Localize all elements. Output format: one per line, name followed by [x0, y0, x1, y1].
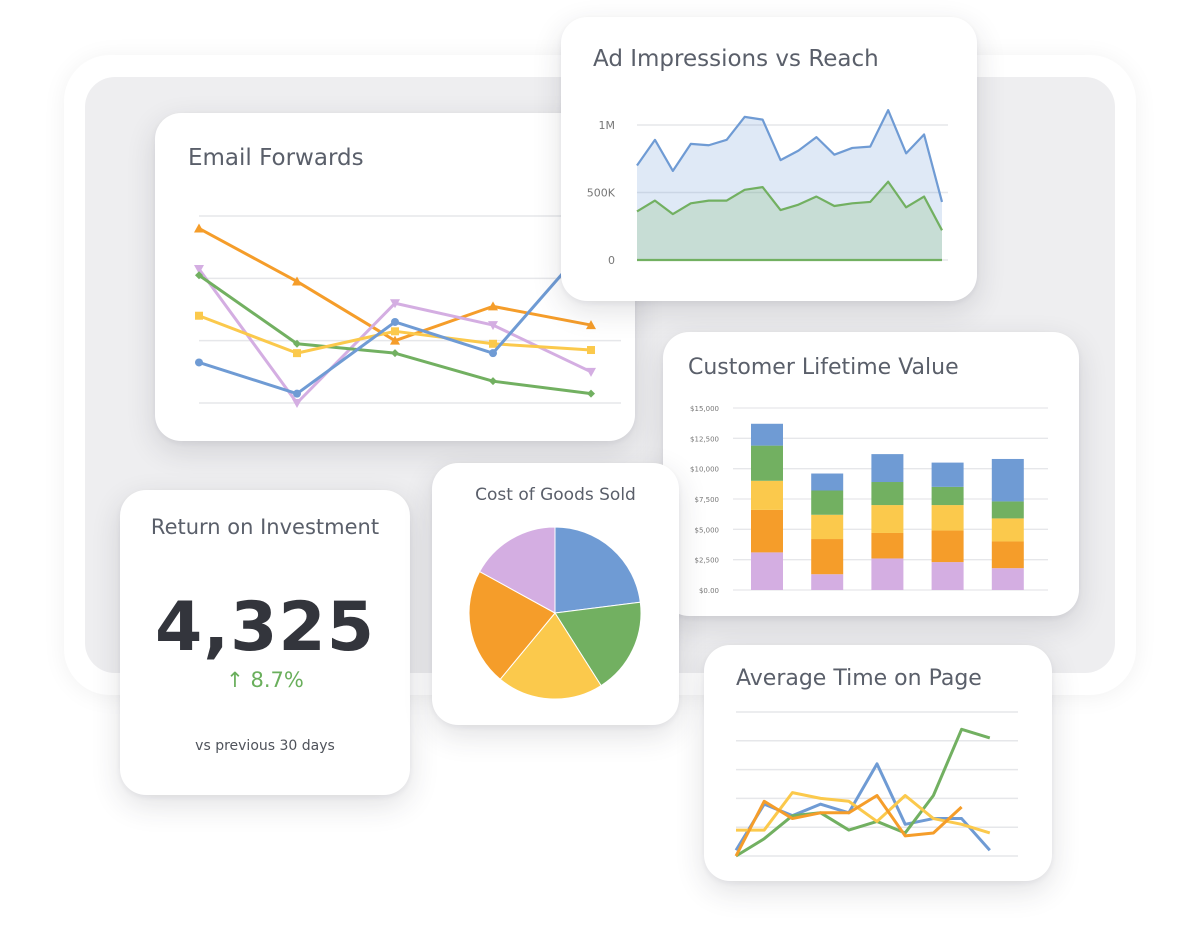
email-data-point: [586, 320, 596, 330]
clv-bar-segment: [871, 558, 904, 590]
cogs-pie-slice: [554, 526, 641, 614]
clv-bar-segment: [931, 505, 964, 531]
ads-tick-label: 0: [608, 254, 615, 267]
clv-bar-segment: [991, 541, 1024, 569]
roi-title: Return on Investment: [150, 515, 380, 539]
ads-series-line: [636, 180, 943, 231]
email-data-point: [292, 276, 302, 286]
clv-tick-label: $15,000: [690, 405, 719, 413]
email-data-point: [194, 223, 204, 233]
roi-value: 4,325: [154, 588, 376, 667]
clv-tick-label: $12,500: [690, 435, 719, 443]
cost-of-goods-sold-chart: [468, 526, 642, 700]
email-data-point: [391, 327, 399, 336]
average-time-on-page-card[interactable]: Average Time on Page: [704, 645, 1052, 881]
clv-bar-segment: [751, 423, 783, 446]
clv-bar-segment: [991, 501, 1024, 519]
email-data-point: [586, 367, 596, 377]
clv-bar-segment: [751, 552, 783, 590]
arrow-up-icon: ↑: [226, 668, 244, 692]
clv-bar-segment: [811, 473, 844, 491]
clv-bar-segment: [991, 458, 1024, 502]
clv-bar-segment: [811, 514, 844, 540]
customer-lifetime-value-title: Customer Lifetime Value: [688, 355, 959, 380]
email-data-point: [195, 271, 203, 280]
cogs-pie-slice: [468, 570, 556, 680]
customer-lifetime-value-chart: $15,000 $12,500 $10,000 $7,500 $5,000 $2,500 $…: [690, 405, 1048, 595]
clv-bar-segment: [811, 490, 844, 515]
clv-bar-segment: [751, 509, 783, 553]
clv-bar-segment: [991, 518, 1024, 542]
email-data-point: [489, 349, 497, 358]
clv-bar-segment: [871, 482, 904, 506]
clv-bar-segment: [991, 568, 1024, 590]
email-data-point: [292, 399, 302, 408]
clv-bar-segment: [931, 462, 964, 487]
email-forwards-title: Email Forwards: [188, 145, 364, 171]
cost-of-goods-sold-card[interactable]: Cost of Goods Sold: [432, 463, 679, 725]
clv-bar-segment: [931, 486, 964, 506]
average-time-on-page-title: Average Time on Page: [736, 666, 982, 691]
email-data-point: [293, 349, 301, 358]
ad-impressions-title: Ad Impressions vs Reach: [593, 46, 879, 72]
email-data-point: [390, 335, 400, 345]
email-data-point: [587, 389, 595, 398]
email-data-point: [488, 321, 498, 331]
email-data-point: [391, 349, 399, 358]
roi-change: ↑ 8.7%: [120, 668, 410, 692]
email-data-point: [195, 311, 203, 320]
ads-series-line: [636, 109, 944, 203]
clv-tick-label: $5,000: [695, 526, 720, 534]
clv-tick-label: $2,500: [695, 557, 720, 565]
clv-bar-segment: [811, 574, 844, 590]
clv-bar-segment: [751, 480, 783, 510]
ads-tick-label: 500K: [587, 187, 616, 200]
time-series-line: [734, 794, 963, 857]
roi-comparison: vs previous 30 days: [195, 738, 335, 754]
cogs-pie-slice: [499, 612, 602, 700]
clv-tick-label: $7,500: [695, 496, 720, 504]
email-data-point: [195, 358, 203, 367]
email-data-point: [587, 346, 595, 355]
email-data-point: [390, 299, 400, 309]
return-on-investment-card[interactable]: Return on Investment 4,325 ↑ 8.7% vs pre…: [120, 490, 410, 795]
cogs-pie-slice: [554, 601, 642, 687]
clv-bar-segment: [811, 539, 844, 575]
email-forwards-card[interactable]: Email Forwards: [155, 113, 635, 441]
email-data-point: [293, 389, 301, 398]
cost-of-goods-sold-title: Cost of Goods Sold: [475, 485, 636, 505]
clv-bar-segment: [871, 532, 904, 559]
clv-bar-segment: [751, 445, 783, 481]
email-data-point: [488, 301, 498, 311]
clv-tick-label: $10,000: [690, 466, 719, 474]
ads-tick-label: 1M: [599, 119, 616, 132]
roi-change-value: 8.7%: [250, 668, 304, 692]
email-data-point: [194, 264, 204, 274]
clv-bar-segment: [871, 505, 904, 533]
email-forwards-chart: [194, 215, 621, 408]
email-data-point: [293, 339, 301, 348]
cogs-pie-slice: [478, 526, 556, 614]
clv-bar-segment: [871, 454, 904, 483]
email-data-point: [391, 317, 399, 326]
customer-lifetime-value-card[interactable]: Customer Lifetime Value $15,000 $12,500 $1…: [663, 332, 1079, 616]
clv-bar-segment: [931, 530, 964, 563]
clv-tick-label: $0.00: [699, 587, 719, 595]
time-series-line: [735, 727, 991, 858]
ad-impressions-card[interactable]: Ad Impressions vs Reach 1M 500K 0: [561, 17, 977, 301]
email-data-point: [489, 377, 497, 386]
ad-impressions-chart: 1M 500K 0: [587, 109, 948, 267]
average-time-on-page-chart: [734, 711, 1018, 858]
email-data-point: [489, 339, 497, 348]
clv-bar-segment: [931, 562, 964, 590]
